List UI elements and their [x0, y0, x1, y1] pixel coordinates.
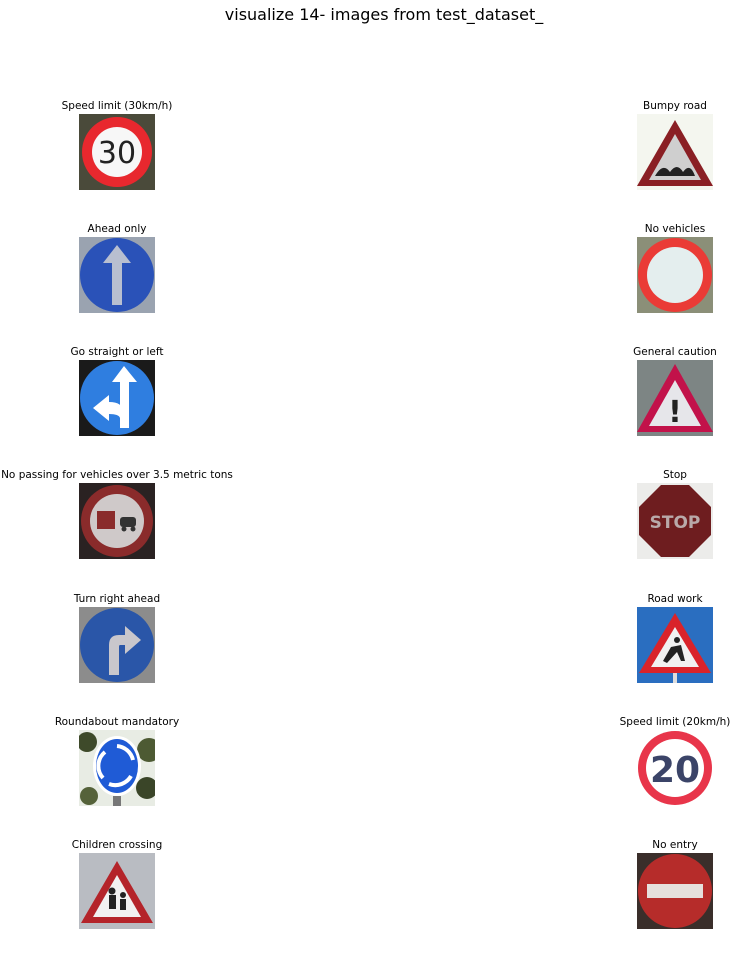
speed-limit-30-sign-icon: 30	[79, 114, 155, 190]
sign-symbol: !	[668, 395, 682, 430]
image-title: Children crossing	[71, 839, 163, 851]
roundabout-mandatory-sign-icon	[79, 730, 155, 806]
cell-road-work: Road work	[555, 593, 735, 693]
image-title: No passing for vehicles over 3.5 metric …	[1, 469, 233, 481]
cell-general-caution: General caution !	[555, 346, 735, 446]
image-title: Roundabout mandatory	[54, 716, 180, 728]
children-crossing-sign-icon	[79, 853, 155, 929]
cell-no-entry: No entry	[555, 839, 735, 939]
cell-no-passing-3-5-tons: No passing for vehicles over 3.5 metric …	[0, 469, 237, 569]
no-entry-sign-icon	[637, 853, 713, 929]
cell-no-vehicles: No vehicles	[555, 223, 735, 323]
sign-number: 20	[650, 750, 700, 791]
image-title: Speed limit (30km/h)	[61, 100, 173, 112]
cell-speed-limit-20: Speed limit (20km/h) 20	[555, 716, 735, 816]
image-title: No entry	[652, 839, 698, 851]
ahead-only-sign-icon	[79, 237, 155, 313]
stop-sign-icon: STOP	[637, 483, 713, 559]
image-title: Go straight or left	[70, 346, 164, 358]
sign-number: 30	[98, 136, 136, 171]
image-title: Bumpy road	[643, 100, 707, 112]
stop-text: STOP	[650, 513, 701, 533]
cell-children-crossing: Children crossing	[0, 839, 237, 939]
image-title: Ahead only	[87, 223, 147, 235]
speed-limit-20-sign-icon: 20	[637, 730, 713, 806]
figure-title: visualize 14- images from test_dataset_	[224, 5, 544, 24]
bumpy-road-sign-icon	[637, 114, 713, 190]
no-vehicles-sign-icon	[637, 237, 713, 313]
cell-ahead-only: Ahead only	[0, 223, 237, 323]
cell-go-straight-or-left: Go straight or left	[0, 346, 237, 446]
image-title: Road work	[647, 593, 703, 605]
go-straight-or-left-sign-icon	[79, 360, 155, 436]
image-title: No vehicles	[644, 223, 706, 235]
image-title: Speed limit (20km/h)	[619, 716, 731, 728]
road-work-sign-icon	[637, 607, 713, 683]
image-title: General caution	[633, 346, 717, 358]
cell-stop: Stop STOP	[555, 469, 735, 569]
turn-right-ahead-sign-icon	[79, 607, 155, 683]
cell-bumpy-road: Bumpy road	[555, 100, 735, 200]
cell-turn-right-ahead: Turn right ahead	[0, 593, 237, 693]
no-passing-trucks-sign-icon	[79, 483, 155, 559]
cell-speed-limit-30: Speed limit (30km/h) 30	[0, 100, 237, 200]
image-title: Stop	[663, 469, 687, 481]
cell-roundabout-mandatory: Roundabout mandatory	[0, 716, 237, 816]
image-title: Turn right ahead	[73, 593, 161, 605]
general-caution-sign-icon: !	[637, 360, 713, 436]
